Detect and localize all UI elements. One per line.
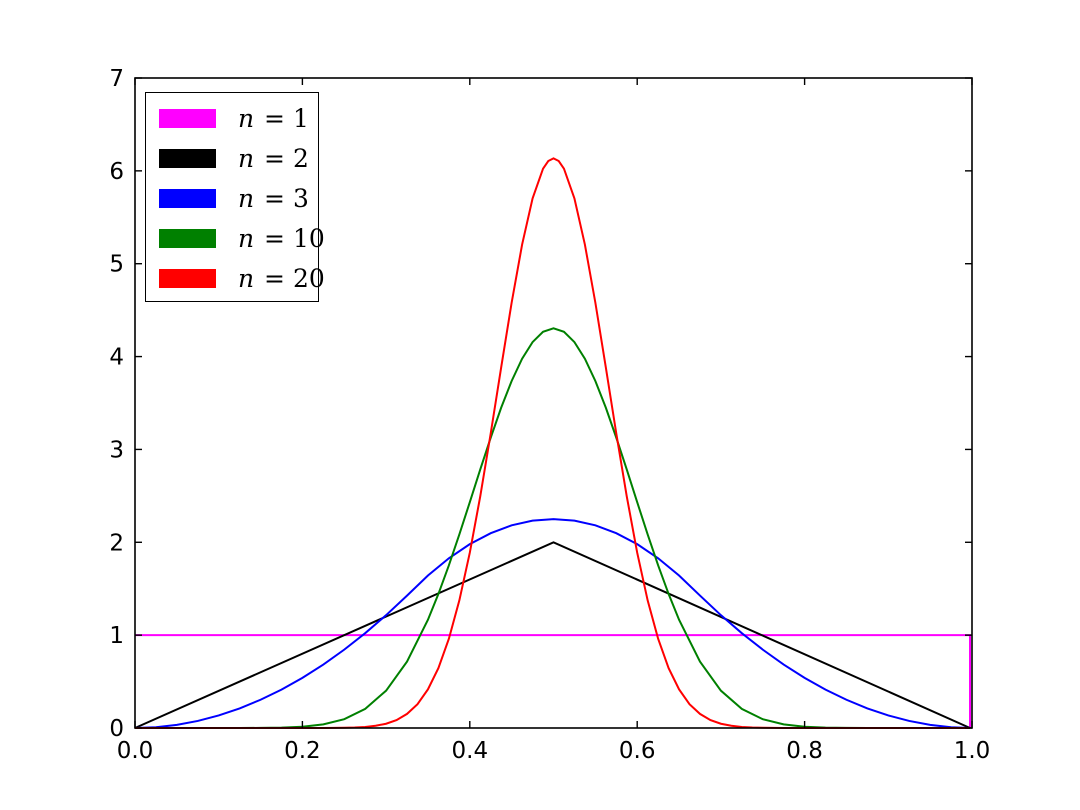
- x-tick-label: 0.4: [452, 738, 489, 764]
- series-line-n-10: [135, 327, 970, 729]
- legend-label: n = 2: [238, 143, 309, 173]
- y-tick-label: 1: [109, 623, 124, 649]
- legend-swatch: [159, 228, 216, 248]
- y-tick-label: 2: [109, 530, 124, 556]
- x-tick-label: 0.6: [619, 738, 656, 764]
- legend-swatch: [159, 188, 216, 208]
- series-line-n-1: [135, 634, 971, 728]
- y-tick-label: 4: [109, 345, 124, 371]
- legend-label: n = 20: [238, 263, 325, 293]
- y-tick-label: 3: [109, 437, 124, 463]
- legend-swatch: [159, 148, 216, 168]
- legend-entry: n = 20: [159, 258, 325, 298]
- legend-entry: n = 3: [159, 178, 318, 218]
- series-line-n-3: [134, 518, 971, 729]
- legend-label: n = 3: [238, 183, 309, 213]
- x-tick-label: 0.2: [284, 738, 321, 764]
- legend-label: n = 1: [238, 103, 309, 133]
- y-tick-label: 0: [109, 716, 124, 742]
- x-tick-label: 0.8: [786, 738, 823, 764]
- legend-swatch: [159, 268, 216, 288]
- x-tick-label: 1.0: [954, 738, 991, 764]
- y-tick-label: 5: [109, 252, 124, 278]
- legend-label: n = 10: [238, 223, 325, 253]
- legend: n = 1 n = 2 n = 3 n = 10 n = 20: [145, 92, 325, 302]
- legend-entry: n = 1: [159, 98, 318, 138]
- series-line-n-20: [135, 157, 970, 729]
- legend-entry: n = 10: [159, 218, 325, 258]
- x-tick-label: 0.0: [117, 738, 154, 764]
- y-tick-label: 7: [109, 66, 124, 92]
- legend-swatch: [159, 108, 216, 128]
- y-tick-label: 6: [109, 159, 124, 185]
- series-line-n-2: [134, 541, 971, 729]
- plot-frame: [134, 77, 973, 729]
- legend-entry: n = 2: [159, 138, 318, 178]
